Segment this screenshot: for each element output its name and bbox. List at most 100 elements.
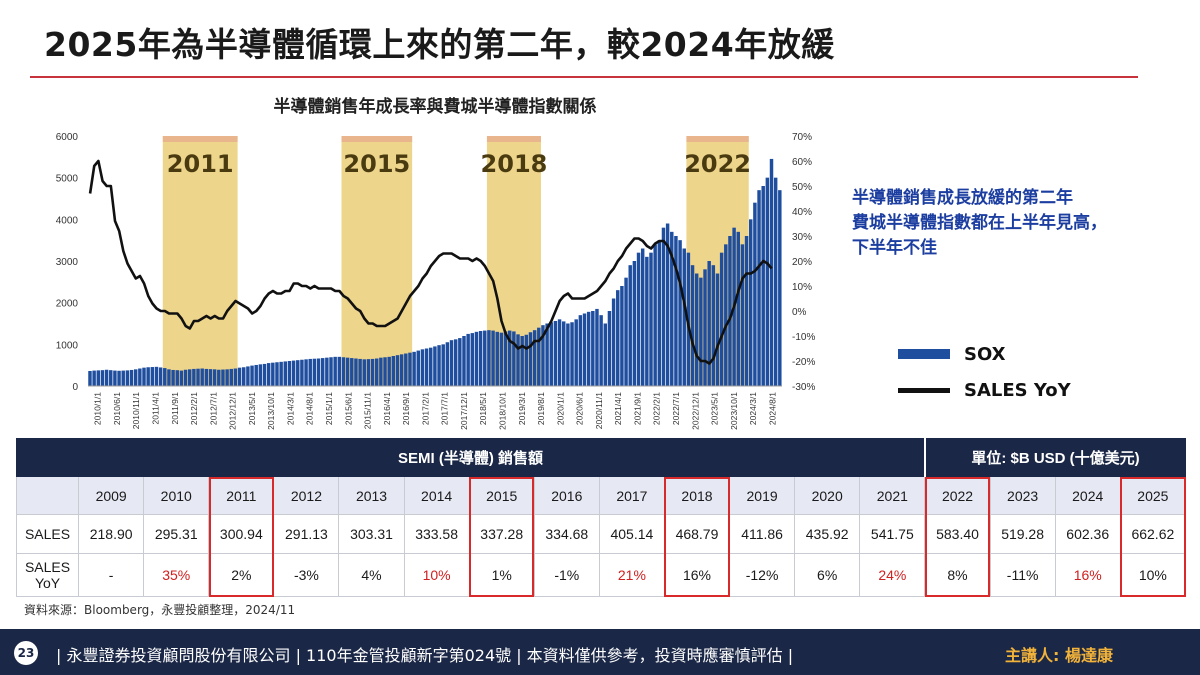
sox-bar [516, 334, 520, 386]
sox-bar [221, 369, 225, 386]
sales-cell: 303.31 [338, 514, 405, 554]
sox-bar [470, 333, 475, 386]
sox-bar [109, 370, 113, 386]
year-cell: 2015 [468, 476, 535, 515]
yoy-cell: 2% [208, 553, 275, 597]
yoy-cell: 6% [794, 553, 861, 597]
source-note: 資料來源：Bloomberg，永豐投顧整理，2024/11 [24, 603, 296, 617]
sox-bar [699, 277, 703, 386]
sox-vs-sales-yoy-chart: 2011 2015 2018 2022 0 1000 2000 3000 4000 5000 600… [56, 132, 816, 430]
sox-bar [167, 369, 171, 386]
sox-bar [283, 361, 288, 386]
sox-bar [395, 355, 400, 386]
sales-cell: 519.28 [989, 514, 1056, 554]
sox-bar [753, 202, 757, 386]
sox-bar [125, 370, 130, 386]
x-tick-label: 2022/7/1 [671, 392, 681, 425]
sox-bar [773, 177, 778, 386]
sox-bar [582, 313, 587, 386]
sales-cell: 334.68 [533, 514, 600, 554]
sales-cell: 602.36 [1054, 514, 1121, 554]
sox-bar [420, 349, 425, 386]
sox-bar [778, 190, 782, 386]
sox-bar [154, 366, 159, 386]
sox-bar [158, 367, 163, 386]
highlight-band-2015 [341, 136, 413, 386]
sox-bar [92, 370, 96, 386]
yoy-cell: 8% [924, 553, 991, 597]
yoy-cell: 35% [143, 553, 210, 597]
highlight-label: 2011 [167, 150, 234, 178]
sox-bar [366, 359, 371, 386]
highlight-band-cap [686, 136, 749, 142]
yoy-cell: 10% [1119, 553, 1187, 597]
left-tick-label: 3000 [56, 257, 79, 268]
sales-cell: 295.31 [143, 514, 210, 554]
sales-cell: 337.28 [468, 514, 535, 554]
sales-cell: 468.79 [663, 514, 731, 554]
sales-cell: 411.86 [729, 514, 796, 554]
yoy-cell: 10% [403, 553, 470, 597]
x-tick-label: 2010/6/1 [112, 392, 122, 425]
x-tick-label: 2017/2/1 [420, 392, 430, 425]
table-header-title: SEMI (半導體) 銷售額 [15, 438, 926, 477]
year-cell: 2019 [729, 476, 796, 515]
sales-cell: 405.14 [598, 514, 665, 554]
x-tick-label: 2013/5/1 [247, 392, 257, 425]
sox-bar [553, 321, 558, 386]
sox-bar [379, 357, 383, 386]
left-tick-label: 4000 [56, 215, 79, 226]
yoy-cell: 1% [468, 553, 535, 597]
sox-bar [757, 190, 761, 386]
sox-bar [769, 158, 774, 386]
right-tick-label: 60% [792, 157, 812, 168]
x-tick-label: 2023/5/1 [710, 392, 720, 425]
yoy-cell: -1% [533, 553, 600, 597]
note-line-1: 半導體銷售成長放緩的第二年 [852, 188, 1073, 208]
sox-bar [196, 368, 200, 386]
sales-yoy-line [88, 159, 773, 365]
sox-bar [728, 236, 732, 386]
sox-bar [719, 252, 724, 386]
title-divider [30, 76, 1138, 78]
x-tick-label: 2012/7/1 [208, 392, 218, 425]
sox-bar [175, 370, 179, 386]
year-cell: 2023 [989, 476, 1056, 515]
table-header-unit: 單位: $B USD (十億美元) [923, 438, 1186, 477]
legend-label-sales-yoy: SALES YoY [964, 379, 1071, 401]
sox-bar [703, 269, 707, 386]
sox-bar [246, 366, 250, 386]
sox-bar [678, 240, 682, 386]
sox-bar [250, 365, 254, 386]
sox-bar [404, 353, 408, 386]
sox-bar [694, 273, 699, 386]
sox-bar [466, 333, 470, 386]
sox-bar [599, 315, 603, 386]
sales-cell: 218.90 [78, 514, 145, 554]
sox-bar [308, 358, 312, 386]
right-tick-label: 40% [792, 207, 812, 218]
yoy-row: SALES YoY -35% 2% -3% 4% 10% 1% -1% 21% 16% -12% 6… [15, 553, 1187, 597]
sox-bar [287, 361, 292, 386]
x-tick-label: 2017/7/1 [440, 392, 450, 425]
sox-bar [237, 367, 242, 386]
sox-bar [640, 248, 645, 386]
left-tick-label: 5000 [56, 174, 79, 185]
semi-sales-table: SEMI (半導體) 銷售額 單位: $B USD (十億美元) 2009 201… [15, 438, 1187, 597]
table-header-row: SEMI (半導體) 銷售額 單位: $B USD (十億美元) [15, 438, 1186, 477]
sox-bar [761, 186, 765, 386]
sox-bar [146, 367, 150, 386]
x-tick-label: 2020/6/1 [575, 392, 585, 425]
x-tick-label: 2010/11/1 [131, 392, 141, 429]
year-cell: 2016 [533, 476, 600, 515]
sox-bar [391, 356, 396, 386]
sox-bar [744, 236, 749, 386]
sox-bar [524, 334, 529, 386]
note-line-3: 下半年不佳 [852, 238, 937, 258]
year-cell: 2012 [273, 476, 340, 515]
sox-swatch [898, 349, 950, 359]
sox-bar [217, 369, 221, 386]
sox-bar [574, 319, 578, 386]
left-tick-label: 0 [72, 382, 78, 393]
right-tick-label: 50% [792, 182, 812, 193]
